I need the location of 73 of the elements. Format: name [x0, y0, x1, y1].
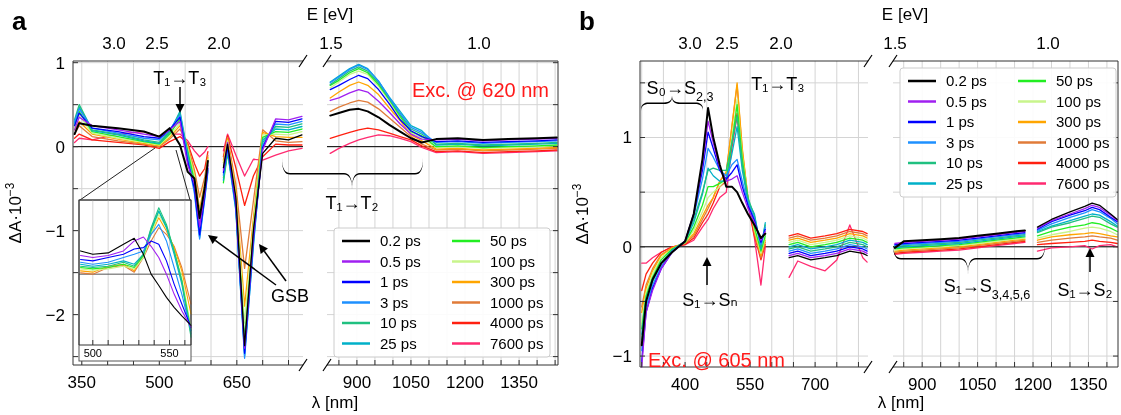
x-tick-label: 900: [342, 373, 372, 392]
legend-label: 7600 ps: [1056, 174, 1110, 192]
x-tick-label: 1050: [392, 373, 430, 392]
x-tick-label: 1350: [500, 373, 538, 392]
x-tick-label: 900: [908, 375, 937, 394]
legend-label: 3 ps: [946, 133, 975, 151]
y-tick-label: 1: [55, 53, 65, 73]
legend-label: 1000 ps: [1056, 133, 1110, 151]
x-tick-label: 700: [800, 375, 830, 394]
x-tick-label: 1350: [1069, 375, 1108, 394]
text: 3.0: [678, 33, 702, 53]
legend-label: 10 ps: [380, 314, 417, 332]
legend-label: 100 ps: [1056, 92, 1102, 110]
chart-title: a: [12, 6, 27, 36]
annotation: T₁→T₃: [751, 74, 805, 95]
chart-title: b: [579, 6, 595, 36]
annotation: T₁→T₂: [325, 193, 379, 214]
legend-label: 0.2 ps: [380, 232, 421, 250]
text: 2.5: [715, 33, 739, 53]
y-tick-label: 0: [622, 237, 632, 257]
text: 3.0: [102, 33, 126, 53]
annotation: Exc. @ 620 nm: [411, 79, 549, 101]
y-tick-label: 0: [55, 137, 65, 157]
text: 1.0: [1036, 33, 1060, 53]
x-tick-label: 1200: [1014, 375, 1052, 394]
legend-label: 4000 ps: [490, 314, 544, 332]
x-tick-label: 550: [160, 347, 179, 359]
legend-label: 100 ps: [490, 252, 536, 270]
y-tick-label: −1: [612, 347, 632, 367]
text: E [eV]: [306, 4, 354, 24]
x-axis-title: λ [nm]: [877, 393, 925, 412]
annotation: S₀→S$_{2,3}$: [646, 78, 714, 105]
text: 2.0: [769, 33, 793, 53]
legend-label: 0.5 ps: [946, 92, 987, 110]
text: 1.0: [467, 33, 491, 53]
x-tick-label: 500: [83, 347, 102, 359]
text: 2.0: [207, 33, 231, 53]
annotation: GSB: [270, 286, 310, 307]
legend-label: 1 ps: [380, 273, 409, 291]
annotation: S₁→S₂: [1057, 280, 1113, 301]
legend-label: 50 ps: [1056, 72, 1093, 90]
annotation: T₁→T₃: [153, 68, 207, 89]
legend-label: 1000 ps: [490, 293, 544, 311]
text: E [eV]: [881, 4, 929, 24]
x-axis-title: λ [nm]: [311, 393, 359, 412]
x-tick-label: 650: [222, 373, 252, 392]
legend-label: 50 ps: [490, 232, 527, 250]
y-tick-label: 1: [622, 128, 632, 148]
x-tick-label: 400: [670, 375, 700, 394]
x-tick-label: 550: [735, 375, 765, 394]
y-tick-label: −2: [45, 305, 65, 325]
x-tick-label: 500: [145, 373, 174, 392]
legend-label: 0.2 ps: [946, 72, 987, 90]
text: 1.5: [883, 33, 907, 53]
legend-label: 300 ps: [490, 273, 536, 291]
legend-label: 3 ps: [380, 293, 409, 311]
legend-label: 25 ps: [380, 334, 417, 352]
legend-label: 4000 ps: [1056, 154, 1110, 172]
legend-label: 0.5 ps: [380, 252, 421, 270]
legend-label: 300 ps: [1056, 113, 1102, 131]
x-tick-label: 350: [67, 373, 96, 392]
annotation: S₁→S$_{3,4,5,6}$: [943, 276, 1031, 303]
legend-label: 7600 ps: [490, 334, 544, 352]
annotation: S₁→Sₙ: [682, 290, 738, 311]
y-tick-label: −1: [45, 221, 65, 241]
legend-label: 25 ps: [946, 174, 983, 192]
x-tick-label: 1050: [958, 375, 997, 394]
x-tick-label: 1200: [446, 373, 484, 392]
text: 2.5: [145, 33, 169, 53]
annotation: Exc. @ 605 nm: [648, 349, 786, 371]
text: 1.5: [319, 33, 343, 53]
legend-label: 10 ps: [946, 154, 983, 172]
legend-label: 1 ps: [946, 113, 975, 131]
